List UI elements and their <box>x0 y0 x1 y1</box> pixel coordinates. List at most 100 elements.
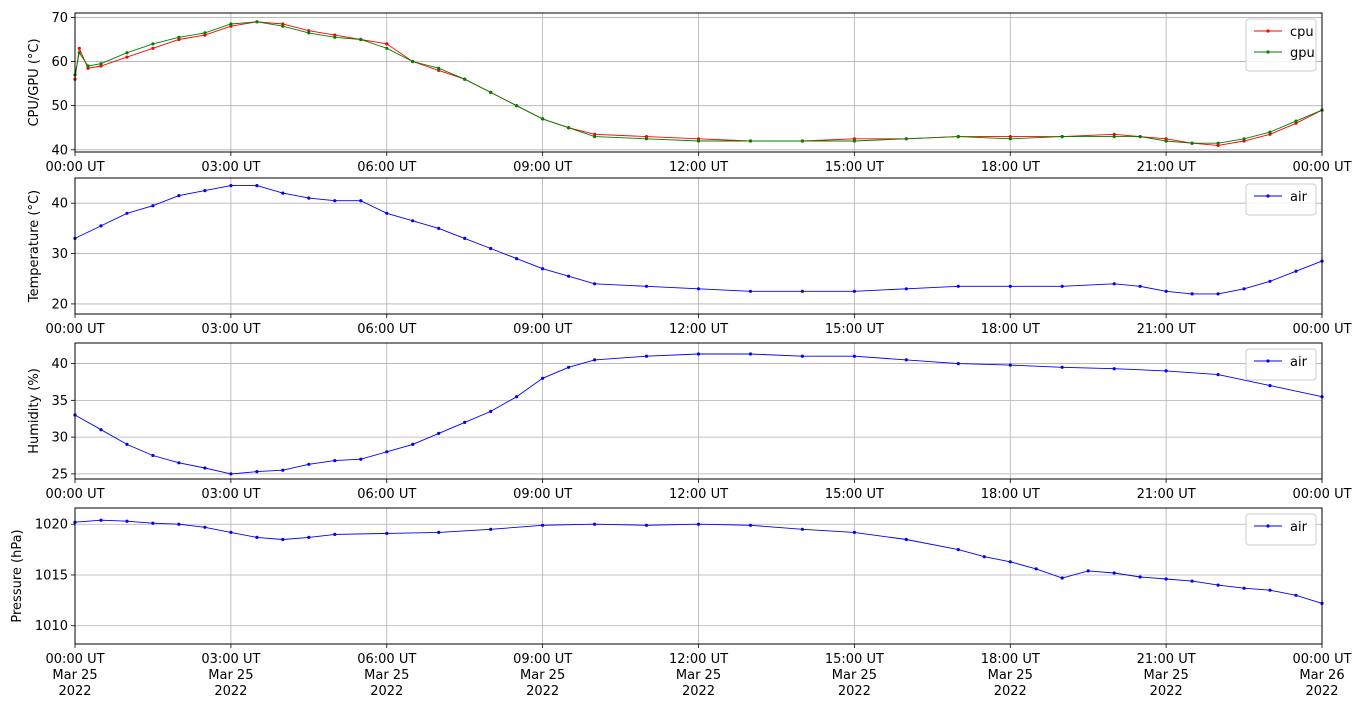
legend: air <box>1245 183 1317 216</box>
x-tick-year: 2022 <box>370 684 403 699</box>
data-point <box>852 139 857 143</box>
x-tick-label: 21:00 UT <box>1137 160 1196 175</box>
data-point <box>203 466 207 470</box>
x-tick-date: Mar 25 <box>676 668 721 683</box>
x-tick-label: 15:00 UT <box>825 322 884 337</box>
data-point <box>541 267 545 271</box>
data-point <box>644 523 649 527</box>
chart-panel-2: 20 30 40 Temperature (°C) 00:00 UT 03:00 UT 06… <box>27 177 1352 337</box>
data-point <box>229 22 233 26</box>
data-point <box>203 525 207 529</box>
legend-swatch-marker <box>1266 359 1270 363</box>
data-point <box>748 523 753 527</box>
data-point <box>411 59 415 64</box>
data-point <box>696 522 701 526</box>
data-point <box>77 51 81 55</box>
x-tick-date: Mar 25 <box>832 668 877 683</box>
legend-swatch-marker <box>1266 524 1270 528</box>
data-point <box>852 530 857 535</box>
data-point <box>593 135 597 139</box>
data-point <box>1242 287 1246 291</box>
data-point <box>567 365 571 369</box>
x-tick-date: Mar 25 <box>208 668 253 683</box>
y-axis-label: Pressure (hPa) <box>10 529 25 622</box>
data-point <box>1190 292 1194 296</box>
data-point <box>1164 137 1168 141</box>
data-point <box>1190 141 1194 145</box>
data-point <box>437 431 441 435</box>
data-point <box>1112 367 1116 371</box>
y-tick-label: 30 <box>51 431 68 446</box>
x-tick-year: 2022 <box>838 684 871 699</box>
data-point <box>644 284 649 288</box>
data-point <box>229 472 233 476</box>
data-point <box>982 555 986 559</box>
x-tick-label: 12:00 UT <box>669 322 728 337</box>
data-point <box>1242 137 1246 141</box>
data-point <box>1294 593 1298 597</box>
data-point <box>255 470 259 474</box>
data-point <box>1008 560 1012 564</box>
y-tick-label: 1010 <box>35 619 68 634</box>
data-point <box>255 535 259 540</box>
data-point <box>593 358 597 362</box>
data-point <box>229 530 233 535</box>
data-point <box>281 24 285 28</box>
data-point <box>1216 141 1220 145</box>
data-point <box>852 137 857 141</box>
x-tick-label: 12:00 UT <box>669 652 728 667</box>
data-point <box>437 226 441 230</box>
data-point <box>151 204 155 208</box>
data-point <box>1060 576 1064 580</box>
y-tick-label: 1020 <box>35 518 68 533</box>
data-point <box>463 77 467 81</box>
legend-box <box>1245 513 1317 546</box>
data-point <box>333 199 337 203</box>
x-tick-year: 2022 <box>1305 684 1338 699</box>
y-tick-label: 35 <box>51 394 68 409</box>
x-tick-label: 18:00 UT <box>981 322 1040 337</box>
legend-box <box>1245 183 1317 216</box>
data-point <box>800 354 805 358</box>
data-point <box>489 527 493 531</box>
data-point <box>99 518 103 522</box>
data-point <box>489 409 493 413</box>
x-tick-label: 00:00 UT <box>45 322 104 337</box>
data-point <box>203 33 207 37</box>
x-tick-label: 21:00 UT <box>1137 487 1196 502</box>
y-tick-label: 20 <box>51 297 68 312</box>
x-tick-label: 15:00 UT <box>825 487 884 502</box>
legend-label-air: air <box>1290 190 1308 205</box>
x-tick-label: 00:00 UT <box>1292 652 1351 667</box>
data-point <box>593 132 597 136</box>
data-point <box>489 246 493 251</box>
x-tick-year: 2022 <box>682 684 715 699</box>
data-point <box>956 284 960 288</box>
data-point <box>307 535 311 540</box>
x-tick-year: 2022 <box>994 684 1027 699</box>
data-point <box>1164 139 1168 143</box>
x-tick-label: 06:00 UT <box>357 652 416 667</box>
x-tick-label: 18:00 UT <box>981 487 1040 502</box>
data-point <box>1060 284 1064 288</box>
data-point <box>333 35 337 39</box>
data-point <box>1112 282 1116 286</box>
data-point <box>151 46 155 50</box>
data-point <box>1138 135 1142 139</box>
data-point <box>463 236 467 240</box>
x-tick-date: Mar 26 <box>1299 668 1344 683</box>
legend-box <box>1245 348 1317 381</box>
data-point <box>1216 373 1220 377</box>
data-point <box>151 42 155 46</box>
x-tick-label: 18:00 UT <box>981 652 1040 667</box>
data-point <box>333 459 337 463</box>
x-tick-year: 2022 <box>58 684 91 699</box>
x-tick-label: 12:00 UT <box>669 160 728 175</box>
data-point <box>852 289 857 293</box>
data-point <box>904 287 908 291</box>
y-tick-label: 50 <box>51 99 68 114</box>
x-tick-label: 03:00 UT <box>201 652 260 667</box>
data-point <box>644 354 649 358</box>
data-point <box>489 90 493 94</box>
x-tick-label: 00:00 UT <box>45 160 104 175</box>
